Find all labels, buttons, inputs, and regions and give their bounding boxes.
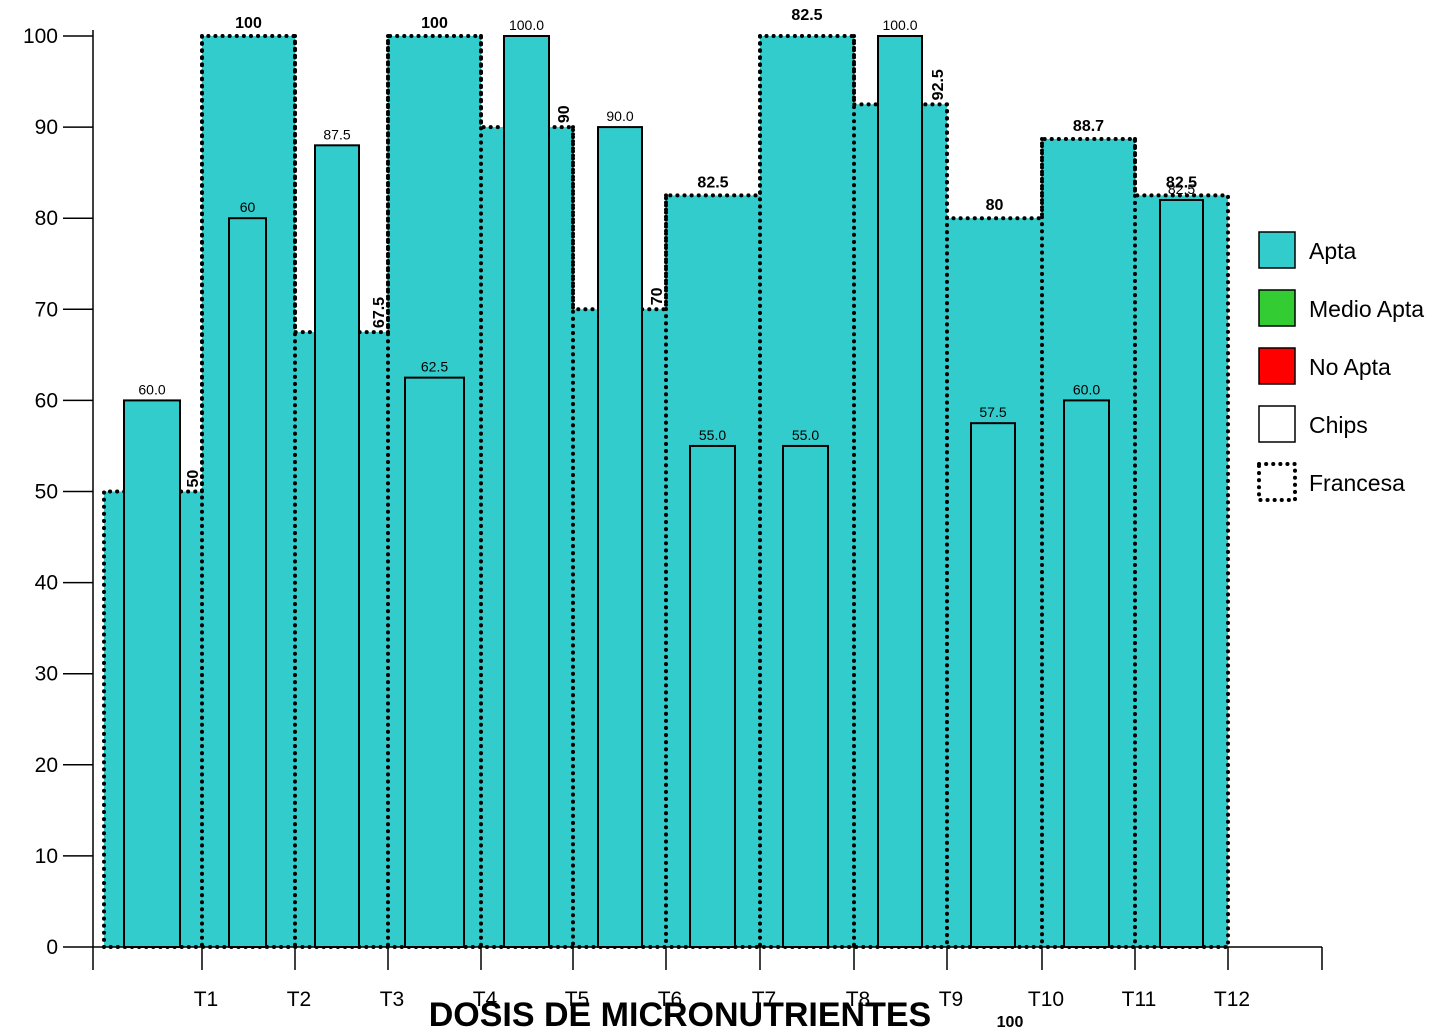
legend-swatch-no-apta bbox=[1258, 347, 1296, 385]
y-tick-label: 50 bbox=[35, 481, 58, 504]
chips-data-label: 60 bbox=[240, 199, 256, 215]
legend-label: Apta bbox=[1309, 238, 1357, 264]
francesa-data-label: 70 bbox=[649, 287, 666, 305]
legend-label: Francesa bbox=[1309, 470, 1405, 496]
data-labels: 60.0 60 87.5 62.5 100.0 90.0 55.0 55.0 100.0 57.5… bbox=[138, 7, 1197, 1030]
chips-bar bbox=[314, 144, 360, 948]
x-tick-label: T1 bbox=[194, 988, 219, 1011]
x-tick-label: T3 bbox=[380, 988, 405, 1011]
chips-data-label: 60.0 bbox=[1073, 381, 1100, 397]
francesa-data-label: 88.7 bbox=[1073, 118, 1104, 135]
legend-swatch-medio-apta bbox=[1258, 289, 1296, 327]
x-tick-label: T6 bbox=[658, 988, 683, 1011]
y-tick-label: 90 bbox=[35, 116, 58, 139]
chips-data-label: 57.5 bbox=[979, 404, 1006, 420]
legend-label: Medio Apta bbox=[1309, 296, 1424, 322]
x-tick-label: T11 bbox=[1122, 988, 1157, 1011]
chips-bar bbox=[782, 444, 829, 948]
francesa-data-label: 50 bbox=[185, 470, 202, 488]
chips-bar bbox=[597, 126, 643, 949]
y-tick-label: 80 bbox=[35, 207, 58, 230]
chips-bar bbox=[689, 444, 736, 948]
francesa-data-label: 82.5 bbox=[791, 7, 822, 24]
y-tick-label: 30 bbox=[35, 663, 58, 686]
francesa-data-label: 92.5 bbox=[930, 69, 947, 100]
chips-data-label: 55.0 bbox=[792, 427, 819, 443]
axes: 0 10 20 30 40 50 60 70 80 90 100 T1 T2 T3 T4 T5 T6 T7 T8 T9… bbox=[23, 25, 1323, 1011]
francesa-data-label: 82.5 bbox=[697, 174, 728, 191]
y-tick-label: 40 bbox=[35, 572, 58, 595]
chips-data-label: 55.0 bbox=[699, 427, 726, 443]
legend-swatch-apta bbox=[1258, 231, 1296, 269]
stray-data-label: 100 bbox=[997, 1014, 1024, 1030]
y-tick-label: 100 bbox=[23, 25, 58, 48]
x-tick-label: T7 bbox=[752, 988, 777, 1011]
legend-swatch-francesa bbox=[1257, 462, 1297, 502]
chips-bar bbox=[503, 35, 550, 948]
chart-title: DOSIS DE MICRONUTRIENTES bbox=[429, 996, 931, 1030]
x-tick-label: T10 bbox=[1028, 988, 1064, 1011]
chips-data-label: 100.0 bbox=[882, 17, 917, 33]
legend: Apta Medio Apta No Apta Chips Francesa bbox=[1257, 231, 1424, 502]
francesa-data-label: 80 bbox=[986, 197, 1004, 214]
legend-label: Chips bbox=[1309, 412, 1368, 438]
francesa-data-label: 100 bbox=[421, 15, 448, 32]
francesa-data-label: 67.5 bbox=[371, 297, 388, 328]
x-tick-label: T8 bbox=[846, 988, 871, 1011]
chips-data-label: 62.5 bbox=[421, 359, 448, 375]
chips-data-label: 60.0 bbox=[138, 381, 165, 397]
legend-label: No Apta bbox=[1309, 354, 1391, 380]
chips-bar bbox=[404, 376, 465, 948]
chips-bar bbox=[228, 217, 267, 948]
y-tick-label: 10 bbox=[35, 845, 58, 868]
y-tick-label: 60 bbox=[35, 389, 58, 412]
chips-data-label: 90.0 bbox=[606, 108, 633, 124]
chips-data-label: 82.5 bbox=[1168, 181, 1195, 197]
chips-bar bbox=[123, 399, 181, 948]
chips-data-label: 87.5 bbox=[323, 126, 350, 142]
x-tick-label: T5 bbox=[565, 988, 590, 1011]
x-tick-label: T9 bbox=[939, 988, 964, 1011]
francesa-data-label: 90 bbox=[556, 105, 573, 123]
francesa-series bbox=[102, 34, 1230, 949]
francesa-data-label: 82.5 bbox=[1166, 174, 1197, 191]
chips-data-label: 100.0 bbox=[509, 17, 544, 33]
chips-bar bbox=[877, 35, 923, 948]
x-tick-label: T2 bbox=[287, 988, 312, 1011]
y-tick-label: 0 bbox=[46, 936, 58, 959]
x-tick-label: T12 bbox=[1214, 988, 1250, 1011]
legend-swatch-chips bbox=[1258, 405, 1296, 443]
chips-bar bbox=[1063, 399, 1110, 948]
y-tick-label: 20 bbox=[35, 754, 58, 777]
chips-bar bbox=[1159, 198, 1204, 949]
chips-series bbox=[123, 35, 1204, 949]
y-tick-label: 70 bbox=[35, 298, 58, 321]
francesa-data-label: 100 bbox=[235, 15, 262, 32]
x-tick-label: T4 bbox=[473, 988, 498, 1011]
chips-bar bbox=[970, 422, 1016, 948]
